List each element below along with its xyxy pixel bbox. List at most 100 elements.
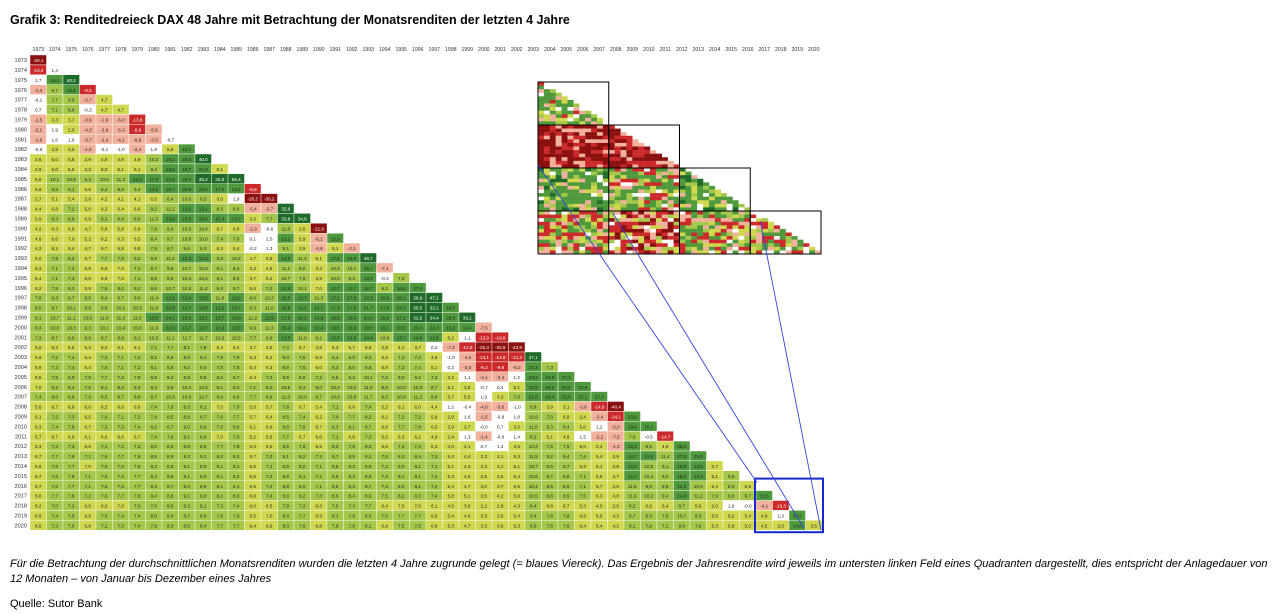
col-label: 1997	[428, 47, 440, 53]
cell-value: 3,5	[481, 494, 488, 499]
zoom-cell	[750, 228, 757, 233]
cell-value: 7,5	[332, 504, 339, 509]
zoom-cell	[714, 214, 721, 219]
cell-value: 8,7	[563, 464, 570, 469]
zoom-cell	[555, 110, 562, 115]
zoom-cell	[555, 175, 562, 179]
zoom-cell	[602, 164, 609, 169]
cell-value: 7,7	[217, 444, 224, 449]
zoom-cell	[644, 203, 651, 208]
zoom-cell	[585, 218, 592, 222]
zoom-cell	[602, 171, 609, 176]
cell-value: 6,1	[250, 424, 257, 429]
zoom-cell	[614, 211, 621, 215]
cell-value: 7,4	[580, 454, 587, 459]
cell-value: 6,7	[85, 256, 92, 261]
cell-value: 8,8	[68, 217, 75, 222]
cell-value: 11,3	[116, 316, 125, 321]
zoom-cell	[767, 236, 775, 240]
cell-value: 6,8	[382, 424, 389, 429]
zoom-cell	[614, 225, 621, 230]
zoom-cell	[655, 178, 663, 183]
zoom-cell	[579, 193, 586, 197]
cell-value: 8,3	[332, 365, 339, 370]
cell-value: 16,5	[331, 325, 340, 330]
zoom-cell	[738, 207, 745, 212]
cell-value: 7,0	[382, 514, 389, 519]
zoom-cell	[620, 211, 627, 215]
cell-value: 6,3	[398, 434, 405, 439]
zoom-cell	[591, 185, 598, 190]
zoom-cell	[638, 157, 645, 162]
cell-value: 7,9	[151, 523, 158, 528]
zoom-cell	[549, 200, 556, 205]
zoom-cell	[620, 203, 627, 208]
cell-value: 13,7	[182, 306, 191, 311]
zoom-cell	[549, 157, 556, 162]
zoom-cell	[585, 139, 592, 144]
zoom-cell	[638, 142, 645, 147]
cell-value: 9,4	[167, 375, 174, 380]
zoom-cell	[555, 225, 562, 230]
zoom-cell	[726, 196, 733, 201]
zoom-cell	[726, 203, 733, 208]
cell-value: 7,1	[316, 464, 323, 469]
zoom-cell	[591, 121, 598, 126]
cell-value: 12,5	[760, 494, 769, 499]
cell-value: 8,1	[184, 434, 191, 439]
zoom-cell	[602, 168, 609, 172]
zoom-cell	[708, 239, 716, 244]
zoom-cell	[591, 211, 598, 215]
col-label: 1981	[164, 47, 176, 53]
zoom-cell	[673, 193, 680, 197]
cell-value: 26,1	[397, 296, 406, 301]
cell-value: 9,4	[217, 286, 224, 291]
cell-value: 8,1	[332, 514, 339, 519]
cell-value: 18,7	[182, 167, 191, 172]
zoom-cell	[596, 243, 604, 248]
cell-value: 47,1	[430, 296, 439, 301]
cell-value: 10,0	[331, 276, 340, 281]
cell-value: 10,3	[67, 325, 76, 330]
zoom-cell	[697, 207, 704, 212]
cell-value: 37,1	[529, 355, 538, 360]
cell-value: 6,5	[101, 405, 108, 410]
cell-value: 4,8	[431, 355, 438, 360]
zoom-cell	[697, 196, 704, 201]
zoom-cell	[750, 236, 757, 240]
cell-value: 12,3	[133, 177, 142, 182]
zoom-cell	[573, 110, 580, 115]
zoom-cell	[697, 193, 704, 197]
cell-value: 7,9	[332, 523, 339, 528]
cell-value: 7,8	[134, 494, 141, 499]
connector-line	[612, 212, 805, 529]
zoom-cell	[602, 250, 609, 255]
cell-value: 8,6	[151, 276, 158, 281]
zoom-cell	[567, 214, 574, 219]
cell-value: 2,0	[778, 523, 785, 528]
zoom-cell	[756, 236, 763, 240]
zoom-cell	[538, 175, 545, 179]
cell-value: -4,1	[480, 375, 488, 380]
zoom-cell	[591, 146, 598, 151]
cell-value: 8,7	[365, 484, 372, 489]
cell-value: 10,9	[397, 395, 406, 400]
cell-value: 7,4	[68, 276, 75, 281]
cell-value: 6,4	[118, 207, 125, 212]
zoom-cell	[602, 211, 609, 215]
cell-value: 32,9	[215, 177, 224, 182]
cell-value: 11,5	[529, 454, 538, 459]
zoom-cell	[632, 160, 639, 165]
cell-value: 7,4	[35, 395, 42, 400]
zoom-cell	[679, 250, 686, 255]
cell-value: -0,7	[480, 385, 488, 390]
cell-value: 8,2	[728, 484, 735, 489]
zoom-cell	[655, 239, 663, 244]
zoom-cell	[555, 142, 562, 147]
zoom-cell	[614, 135, 621, 140]
zoom-cell	[708, 232, 716, 237]
cell-value: 15,1	[199, 316, 208, 321]
zoom-cell	[620, 218, 627, 222]
cell-value: 8,1	[101, 385, 108, 390]
zoom-cell	[561, 214, 568, 219]
